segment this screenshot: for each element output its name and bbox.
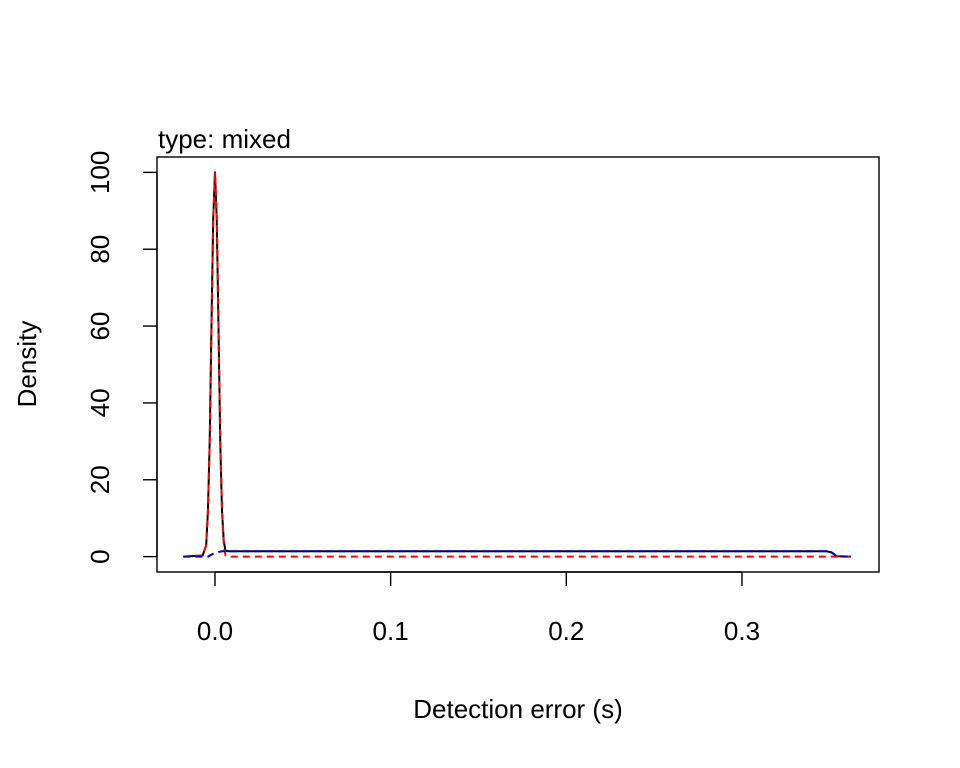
panel-title: type: mixed: [158, 124, 291, 154]
y-tick-label-0: 0: [85, 549, 115, 563]
x-axis-title: Detection error (s): [413, 694, 623, 724]
series-line-1: [183, 171, 851, 558]
x-tick-label-0: 0.0: [197, 616, 233, 646]
x-tick-label-3: 0.3: [724, 616, 760, 646]
x-tick-label-2: 0.2: [548, 616, 584, 646]
x-tick-label-1: 0.1: [373, 616, 409, 646]
y-tick-label-1: 20: [85, 465, 115, 494]
y-axis-title: Density: [12, 321, 42, 408]
series-layer: [183, 171, 851, 558]
series-line-3: [183, 550, 851, 558]
y-tick-label-5: 100: [85, 151, 115, 194]
y-tick-label-3: 60: [85, 312, 115, 341]
y-tick-label-2: 40: [85, 388, 115, 417]
y-tick-label-4: 80: [85, 235, 115, 264]
plot-frame: [156, 156, 880, 573]
axis-layer: 0.0 0.1 0.2 0.3 0 20 40 60 80 100: [85, 151, 760, 646]
series-line-2: [183, 171, 851, 558]
